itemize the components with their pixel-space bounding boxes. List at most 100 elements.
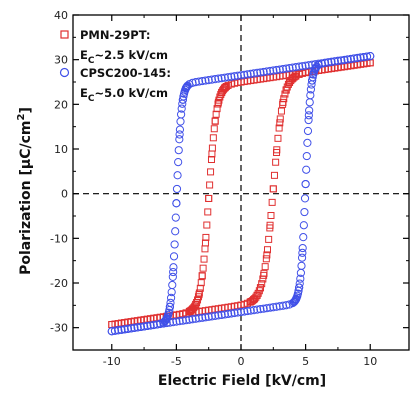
y-tick-label: 0	[61, 188, 68, 201]
pmn-bottom-marker	[268, 198, 276, 206]
cpsc-bottom-marker	[249, 306, 259, 315]
cpsc-bottom-marker	[211, 311, 220, 320]
legend-marker-cpsc	[59, 67, 70, 78]
cpsc-top-marker	[178, 95, 187, 104]
pmn-bottom-marker	[276, 119, 284, 127]
cpsc-bottom-marker	[136, 322, 145, 332]
cpsc-bottom-marker	[306, 85, 316, 94]
pmn-top-marker	[203, 221, 211, 229]
pmn-top-marker	[201, 245, 209, 253]
pmn-bottom-marker	[279, 100, 287, 108]
cpsc-bottom-marker	[165, 318, 175, 327]
cpsc-bottom-marker	[278, 301, 288, 310]
y-tick-label: -10	[50, 232, 68, 245]
cpsc-bottom-marker	[308, 76, 317, 85]
cpsc-bottom-marker	[223, 309, 233, 319]
pmn-bottom-marker	[266, 221, 274, 229]
cpsc-bottom-marker	[295, 279, 304, 288]
cpsc-bottom-marker	[107, 327, 116, 336]
cpsc-top-marker	[217, 74, 226, 83]
cpsc-bottom-marker	[297, 253, 307, 262]
cpsc-bottom-marker	[317, 59, 326, 68]
cpsc-top-marker	[291, 63, 301, 72]
cpsc-bottom-marker	[320, 58, 330, 68]
cpsc-top-marker	[171, 213, 180, 222]
cpsc-bottom-marker	[162, 318, 171, 328]
pmn-top-marker	[207, 168, 215, 176]
cpsc-top-marker	[183, 81, 192, 90]
cpsc-bottom-marker	[146, 321, 155, 330]
cpsc-top-marker	[172, 199, 181, 208]
cpsc-bottom-marker	[230, 308, 239, 318]
pmn-bottom-marker	[267, 212, 275, 220]
cpsc-top-marker	[285, 63, 294, 73]
cpsc-bottom-marker	[181, 316, 191, 325]
pmn-top-marker	[209, 134, 217, 142]
cpsc-bottom-marker	[300, 194, 310, 203]
pmn-top-marker	[204, 208, 212, 216]
cpsc-top-marker	[282, 64, 291, 73]
cpsc-bottom-marker	[299, 221, 308, 230]
cpsc-top-marker	[168, 272, 177, 281]
cpsc-top-marker	[236, 71, 246, 80]
cpsc-bottom-marker	[194, 314, 204, 323]
cpsc-top-marker	[165, 302, 175, 311]
cpsc-top-marker	[253, 68, 262, 77]
cpsc-bottom-marker	[297, 261, 306, 270]
cpsc-bottom-marker	[349, 54, 359, 63]
cpsc-top-marker	[171, 227, 180, 236]
legend-label-cpsc: CPSC200-145:	[80, 66, 171, 80]
cpsc-top-marker	[301, 61, 310, 70]
cpsc-top-marker	[211, 75, 220, 84]
x-tick-label: 5	[302, 355, 309, 368]
cpsc-bottom-marker	[240, 307, 249, 316]
pmn-bottom-marker	[257, 284, 265, 292]
pmn-bottom-marker	[281, 90, 289, 98]
pmn-bottom-marker	[274, 134, 282, 142]
cpsc-bottom-marker	[337, 56, 346, 65]
pmn-top-marker	[202, 233, 210, 241]
cpsc-top-marker	[172, 184, 182, 194]
x-axis-title: Electric Field [kV/cm]	[158, 373, 326, 389]
cpsc-top-marker	[275, 65, 284, 74]
cpsc-top-marker	[288, 63, 297, 72]
pmn-top-marker	[195, 289, 203, 297]
pmn-bottom-marker	[260, 269, 268, 277]
cpsc-bottom-marker	[265, 303, 275, 312]
cpsc-top-marker	[256, 68, 265, 77]
pmn-bottom-marker	[270, 171, 278, 179]
pmn-top-marker	[214, 98, 222, 106]
cpsc-bottom-marker	[259, 304, 268, 313]
cpsc-top-marker	[298, 62, 307, 71]
cpsc-bottom-marker	[220, 310, 229, 319]
cpsc-top-marker	[230, 72, 239, 81]
cpsc-top-marker	[194, 77, 204, 86]
cpsc-bottom-marker	[330, 57, 339, 66]
pmn-bottom-marker	[265, 235, 273, 243]
cpsc-top-marker	[249, 69, 259, 78]
x-tick-label: 0	[238, 355, 245, 368]
cpsc-bottom-marker	[303, 126, 313, 136]
y-tick-label: 40	[54, 9, 68, 22]
cpsc-bottom-marker	[201, 313, 210, 322]
cpsc-bottom-marker	[243, 306, 252, 316]
cpsc-bottom-marker	[152, 320, 162, 329]
cpsc-bottom-marker	[304, 111, 313, 120]
cpsc-bottom-marker	[366, 51, 375, 61]
cpsc-top-marker	[304, 61, 313, 70]
cpsc-top-marker	[174, 157, 183, 167]
cpsc-bottom-marker	[185, 315, 194, 324]
cpsc-top-marker	[177, 110, 186, 119]
cpsc-top-marker	[168, 280, 177, 290]
cpsc-bottom-marker	[302, 165, 311, 174]
cpsc-top-marker	[198, 76, 207, 86]
cpsc-bottom-marker	[214, 311, 223, 320]
cpsc-top-marker	[175, 130, 184, 139]
pmn-top-marker	[197, 279, 205, 287]
y-tick-label: 20	[54, 98, 68, 111]
pmn-top-marker	[194, 293, 202, 301]
pmn-top-marker	[192, 300, 200, 308]
y-tick-label: -20	[50, 277, 68, 290]
cpsc-top-marker	[166, 298, 175, 307]
cpsc-bottom-marker	[227, 309, 236, 318]
